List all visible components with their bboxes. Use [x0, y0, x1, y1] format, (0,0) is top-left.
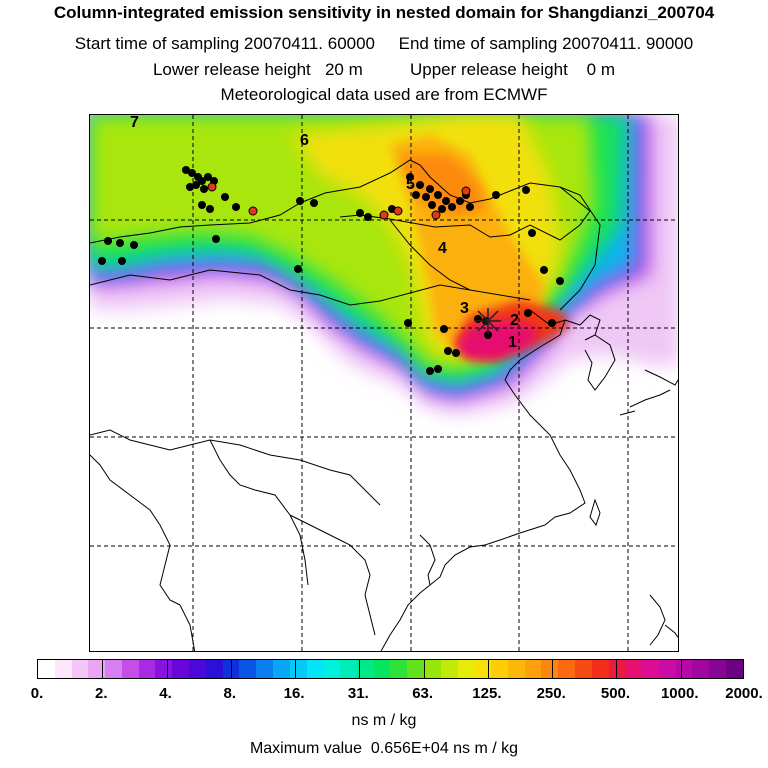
colorbar-segment — [373, 660, 391, 678]
colorbar-tick-label: 4. — [159, 685, 172, 702]
colorbar-tick-mark — [552, 660, 554, 678]
colorbar-segment — [340, 660, 357, 678]
colorbar-tick-label: 1000. — [660, 685, 699, 702]
colorbar-segment — [71, 660, 89, 678]
sampling-time-line: Start time of sampling 20070411. 60000 E… — [74, 34, 694, 53]
maximum-value-text: Maximum value 0.656E+04 ns m / kg — [249, 740, 519, 757]
colorbar-segment — [558, 660, 575, 678]
colorbar-segment — [105, 660, 122, 678]
colorbar-tick-mark — [359, 660, 361, 678]
colorbar-segment — [407, 660, 424, 678]
colorbar-segment — [658, 660, 676, 678]
colorbar-tick-mark — [230, 660, 232, 678]
colorbar-tick-label: 250. — [536, 685, 566, 702]
map-label-5: 5 — [406, 176, 415, 193]
colorbar-tick-label: 8. — [223, 685, 237, 702]
colorbar-segment — [457, 660, 475, 678]
colorbar-segment — [524, 660, 542, 678]
map-label-6: 6 — [300, 132, 309, 149]
colorbar-segment — [423, 660, 441, 678]
colorbar-segment — [591, 660, 609, 678]
colorbar-tick-label: 500. — [600, 685, 631, 702]
map-label-2: 2 — [510, 312, 519, 329]
colorbar-segment — [121, 660, 139, 678]
colorbar-segment — [256, 660, 273, 678]
colorbar-tick-label: 125. — [472, 685, 502, 702]
colorbar-segment — [390, 660, 408, 678]
colorbar-segment — [289, 660, 307, 678]
highlighted-points — [207, 182, 471, 220]
colorbar-segment — [54, 660, 72, 678]
sensitivity-field — [90, 115, 678, 415]
map-canvas: 7 6 5 4 3 2 1 — [90, 115, 678, 651]
colorbar-tick-mark — [166, 660, 168, 678]
colorbar-segment — [440, 660, 458, 678]
colorbar-segment — [205, 660, 223, 678]
colorbar-segment — [507, 660, 525, 678]
colorbar-units: ns m / kg — [351, 712, 417, 729]
colorbar-segment — [474, 660, 492, 678]
lat-lon-grid — [90, 115, 678, 651]
colorbar-segment — [356, 660, 374, 678]
colorbar — [37, 659, 744, 679]
meteo-source-line: Meteorological data used are from ECMWF — [220, 85, 548, 104]
colorbar-tick-mark — [680, 660, 682, 678]
colorbar-tick-mark — [487, 660, 489, 678]
colorbar-tick-label: 2. — [95, 685, 108, 702]
emission-sensitivity-map: 7 6 5 4 3 2 1 — [89, 114, 679, 652]
colorbar-tick-label: 31. — [347, 685, 369, 702]
colorbar-segment — [155, 660, 173, 678]
colorbar-segment — [172, 660, 190, 678]
colorbar-segment — [709, 660, 727, 678]
colorbar-segment — [239, 660, 257, 678]
colorbar-tick-label: 16. — [283, 685, 305, 702]
release-height-line: Lower release height 20 m Upper release … — [152, 60, 616, 79]
colorbar-segment — [323, 660, 341, 678]
colorbar-segment — [575, 660, 592, 678]
colorbar-segment — [726, 660, 743, 678]
colorbar-segment — [675, 660, 693, 678]
colorbar-segment — [625, 660, 643, 678]
colorbar-tick-mark — [295, 660, 297, 678]
colorbar-tick-label: 63. — [412, 685, 434, 702]
colorbar-segment — [692, 660, 710, 678]
colorbar-segment — [189, 660, 206, 678]
map-title: Column-integrated emission sensitivity i… — [53, 3, 715, 22]
colorbar-segment — [642, 660, 659, 678]
star-marker — [475, 308, 501, 334]
map-label-1: 1 — [508, 334, 517, 351]
colorbar-segment — [88, 660, 106, 678]
colorbar-segment — [272, 660, 290, 678]
colorbar-segment — [138, 660, 156, 678]
colorbar-segment — [541, 660, 559, 678]
colorbar-tick-mark — [102, 660, 104, 678]
colorbar-segment — [306, 660, 324, 678]
colorbar-tick-mark — [616, 660, 618, 678]
map-label-3: 3 — [460, 300, 469, 317]
colorbar-tick-label: 2000. — [725, 685, 763, 702]
colorbar-tick-label: 0. — [30, 685, 44, 702]
map-label-7: 7 — [130, 115, 139, 131]
map-label-4: 4 — [438, 240, 447, 257]
colorbar-segment — [491, 660, 508, 678]
colorbar-tick-mark — [423, 660, 425, 678]
colorbar-segment — [38, 660, 55, 678]
